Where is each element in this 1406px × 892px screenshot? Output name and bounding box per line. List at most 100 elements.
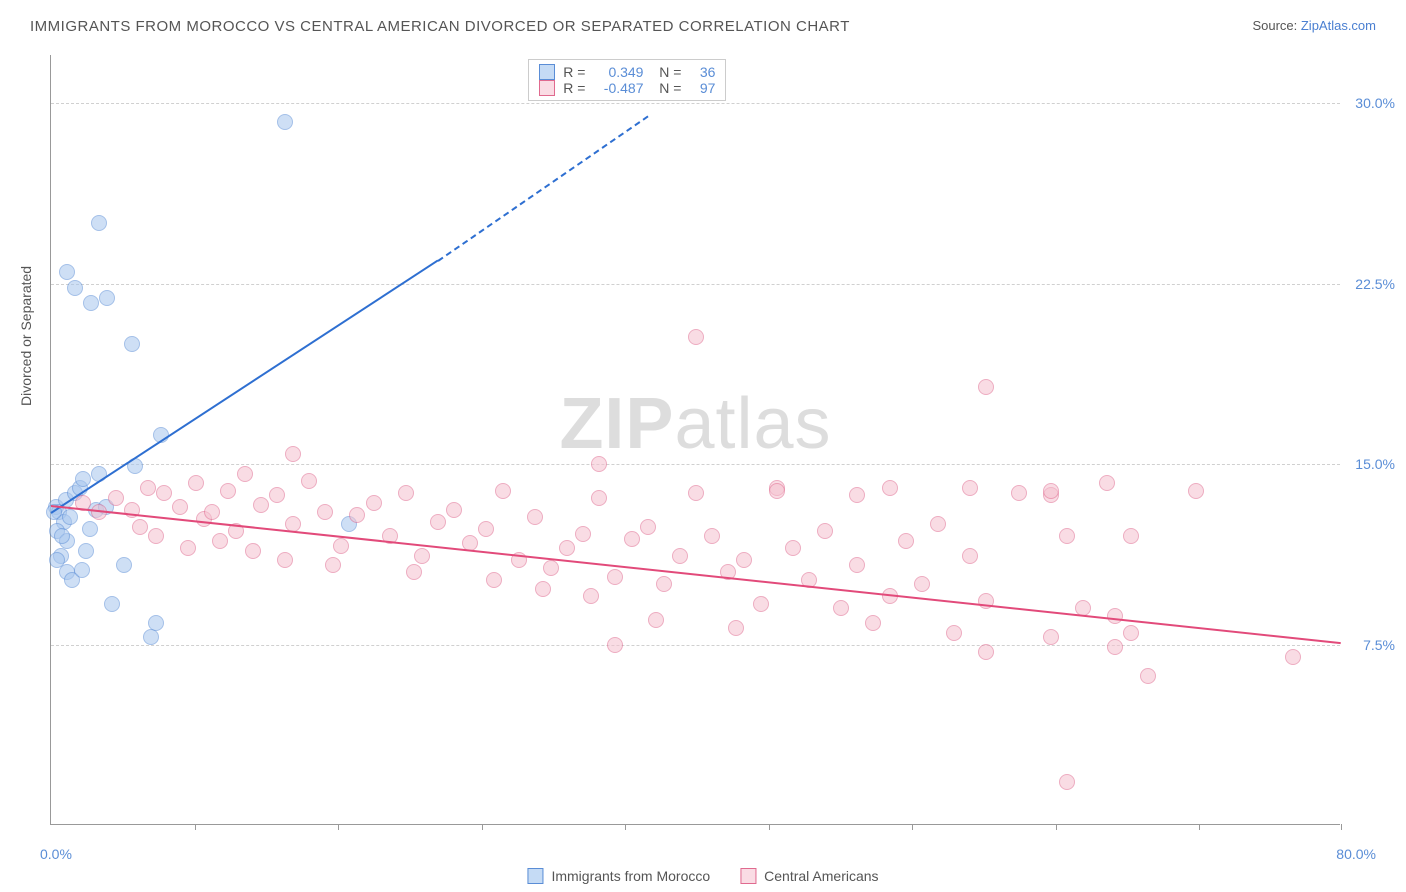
scatter-point xyxy=(1140,668,1156,684)
scatter-point xyxy=(406,564,422,580)
x-axis-max-label: 80.0% xyxy=(1336,846,1376,862)
scatter-point xyxy=(559,540,575,556)
scatter-point xyxy=(285,446,301,462)
regression-line xyxy=(437,115,648,261)
plot-area: ZIPatlas 7.5%15.0%22.5%30.0%R =0.349 N =… xyxy=(50,55,1340,825)
stats-row: R =0.349 N =36 xyxy=(539,64,715,80)
scatter-point xyxy=(591,456,607,472)
scatter-point xyxy=(83,295,99,311)
scatter-point xyxy=(74,562,90,578)
scatter-point xyxy=(1059,528,1075,544)
legend-label-morocco: Immigrants from Morocco xyxy=(551,868,710,884)
stats-swatch xyxy=(539,80,555,96)
scatter-point xyxy=(414,548,430,564)
scatter-point xyxy=(849,487,865,503)
scatter-point xyxy=(527,509,543,525)
legend-swatch-central xyxy=(740,868,756,884)
y-tick-label: 15.0% xyxy=(1355,456,1395,472)
watermark-text: ZIPatlas xyxy=(559,383,831,465)
y-tick-label: 30.0% xyxy=(1355,95,1395,111)
chart-title: IMMIGRANTS FROM MOROCCO VS CENTRAL AMERI… xyxy=(30,18,850,35)
scatter-point xyxy=(865,615,881,631)
scatter-point xyxy=(607,637,623,653)
scatter-point xyxy=(1285,649,1301,665)
scatter-point xyxy=(736,552,752,568)
scatter-point xyxy=(672,548,688,564)
scatter-point xyxy=(140,480,156,496)
stats-r-value: -0.487 xyxy=(593,80,643,96)
scatter-point xyxy=(277,552,293,568)
scatter-point xyxy=(1011,485,1027,501)
scatter-point xyxy=(75,471,91,487)
scatter-point xyxy=(1107,608,1123,624)
scatter-point xyxy=(591,490,607,506)
stats-r-label: R = xyxy=(563,64,585,80)
scatter-point xyxy=(349,507,365,523)
scatter-point xyxy=(277,114,293,130)
stats-n-label: N = xyxy=(651,64,681,80)
scatter-point xyxy=(108,490,124,506)
scatter-point xyxy=(237,466,253,482)
scatter-point xyxy=(188,475,204,491)
scatter-point xyxy=(478,521,494,537)
scatter-point xyxy=(656,576,672,592)
scatter-point xyxy=(930,516,946,532)
scatter-point xyxy=(180,540,196,556)
scatter-point xyxy=(543,560,559,576)
scatter-point xyxy=(220,483,236,499)
scatter-point xyxy=(946,625,962,641)
x-tick xyxy=(912,824,913,830)
gridline xyxy=(51,645,1340,646)
scatter-point xyxy=(688,485,704,501)
scatter-point xyxy=(91,215,107,231)
x-tick xyxy=(625,824,626,830)
scatter-point xyxy=(204,504,220,520)
scatter-point xyxy=(366,495,382,511)
stats-n-value: 36 xyxy=(689,64,715,80)
scatter-point xyxy=(82,521,98,537)
scatter-point xyxy=(132,519,148,535)
legend-item-central: Central Americans xyxy=(740,868,878,884)
scatter-point xyxy=(495,483,511,499)
scatter-point xyxy=(535,581,551,597)
legend-swatch-morocco xyxy=(527,868,543,884)
scatter-point xyxy=(99,290,115,306)
scatter-point xyxy=(212,533,228,549)
scatter-point xyxy=(849,557,865,573)
stats-swatch xyxy=(539,64,555,80)
scatter-point xyxy=(640,519,656,535)
x-tick xyxy=(769,824,770,830)
scatter-point xyxy=(882,480,898,496)
x-tick xyxy=(338,824,339,830)
scatter-point xyxy=(398,485,414,501)
bottom-legend: Immigrants from Morocco Central American… xyxy=(527,868,878,884)
scatter-point xyxy=(704,528,720,544)
scatter-point xyxy=(978,379,994,395)
scatter-point xyxy=(1043,629,1059,645)
scatter-point xyxy=(1188,483,1204,499)
stats-r-label: R = xyxy=(563,80,585,96)
x-axis-min-label: 0.0% xyxy=(40,846,72,862)
x-tick xyxy=(195,824,196,830)
source-link[interactable]: ZipAtlas.com xyxy=(1301,18,1376,33)
scatter-point xyxy=(1059,774,1075,790)
scatter-point xyxy=(575,526,591,542)
scatter-point xyxy=(962,548,978,564)
y-axis-label: Divorced or Separated xyxy=(18,266,34,406)
x-tick xyxy=(1199,824,1200,830)
legend-label-central: Central Americans xyxy=(764,868,878,884)
scatter-point xyxy=(148,528,164,544)
scatter-point xyxy=(317,504,333,520)
scatter-point xyxy=(769,483,785,499)
scatter-point xyxy=(62,509,78,525)
scatter-point xyxy=(269,487,285,503)
scatter-point xyxy=(728,620,744,636)
stats-box: R =0.349 N =36R =-0.487 N =97 xyxy=(528,59,726,101)
source-attribution: Source: ZipAtlas.com xyxy=(1252,18,1376,33)
scatter-point xyxy=(67,280,83,296)
scatter-point xyxy=(1043,483,1059,499)
x-tick xyxy=(1056,824,1057,830)
scatter-point xyxy=(898,533,914,549)
scatter-point xyxy=(583,588,599,604)
scatter-point xyxy=(253,497,269,513)
